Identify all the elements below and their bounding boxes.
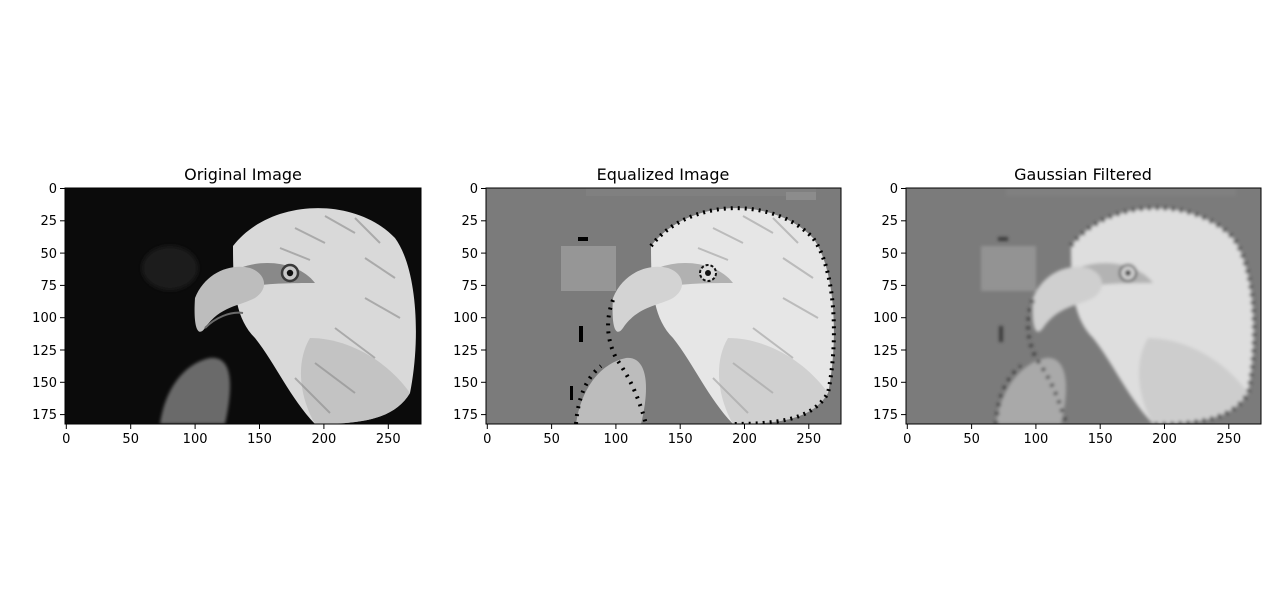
x-tick-label: 100 — [1023, 432, 1048, 447]
x-tick-label: 200 — [1152, 432, 1177, 447]
x-tick-label: 50 — [543, 432, 560, 447]
y-tick-label: 125 — [453, 344, 478, 359]
y-tick-label: 50 — [40, 247, 57, 262]
y-tick-label: 175 — [453, 408, 478, 423]
x-axis: 0 50 100 150 200 250 — [483, 424, 821, 447]
y-tick-label: 75 — [881, 279, 898, 294]
y-tick-label: 25 — [461, 214, 478, 229]
x-tick-label: 200 — [311, 432, 336, 447]
x-tick-label: 0 — [483, 432, 491, 447]
y-tick-label: 0 — [49, 182, 57, 197]
x-tick-label: 50 — [122, 432, 139, 447]
x-tick-label: 150 — [668, 432, 693, 447]
y-tick-label: 150 — [32, 376, 57, 391]
x-axis: 0 50 100 150 200 250 — [62, 424, 401, 447]
x-tick-label: 200 — [732, 432, 757, 447]
y-axis: 0 25 50 75 100 125 150 175 — [453, 182, 486, 423]
y-tick-label: 25 — [40, 214, 57, 229]
panel-original-image: Original Image — [32, 165, 422, 447]
x-tick-label: 250 — [376, 432, 401, 447]
y-tick-label: 125 — [873, 344, 898, 359]
y-axis: 0 25 50 75 100 125 150 175 — [32, 182, 65, 423]
axes-frame — [485, 187, 842, 425]
panel-equalized-image: Equalized Image — [453, 165, 842, 447]
eagle-image — [142, 208, 416, 424]
x-tick-label: 250 — [1216, 432, 1241, 447]
x-axis: 0 50 100 150 200 250 — [903, 424, 1241, 447]
y-tick-label: 125 — [32, 344, 57, 359]
eagle-image — [981, 188, 1256, 424]
x-tick-label: 250 — [796, 432, 821, 447]
panel-title: Gaussian Filtered — [1014, 165, 1152, 184]
y-tick-label: 50 — [461, 247, 478, 262]
eagle-image — [561, 188, 836, 424]
y-tick-label: 25 — [881, 214, 898, 229]
y-axis: 0 25 50 75 100 125 150 175 — [873, 182, 906, 423]
y-tick-label: 100 — [32, 311, 57, 326]
y-tick-label: 150 — [873, 376, 898, 391]
x-tick-label: 100 — [603, 432, 628, 447]
axes-frame — [905, 187, 1262, 425]
y-tick-label: 150 — [453, 376, 478, 391]
y-tick-label: 50 — [881, 247, 898, 262]
y-tick-label: 75 — [40, 279, 57, 294]
x-tick-label: 50 — [963, 432, 980, 447]
x-tick-label: 0 — [62, 432, 70, 447]
x-tick-label: 100 — [183, 432, 208, 447]
y-tick-label: 100 — [873, 311, 898, 326]
x-tick-label: 150 — [247, 432, 272, 447]
y-tick-label: 0 — [470, 182, 478, 197]
panel-title: Original Image — [184, 165, 302, 184]
y-tick-label: 75 — [461, 279, 478, 294]
axes-frame — [64, 187, 422, 425]
y-tick-label: 175 — [32, 408, 57, 423]
x-tick-label: 150 — [1088, 432, 1113, 447]
x-tick-label: 0 — [903, 432, 911, 447]
y-tick-label: 100 — [453, 311, 478, 326]
panel-gaussian-filtered: Gaussian Filtered — [873, 165, 1262, 447]
panel-title: Equalized Image — [597, 165, 730, 184]
y-tick-label: 0 — [890, 182, 898, 197]
y-tick-label: 175 — [873, 408, 898, 423]
